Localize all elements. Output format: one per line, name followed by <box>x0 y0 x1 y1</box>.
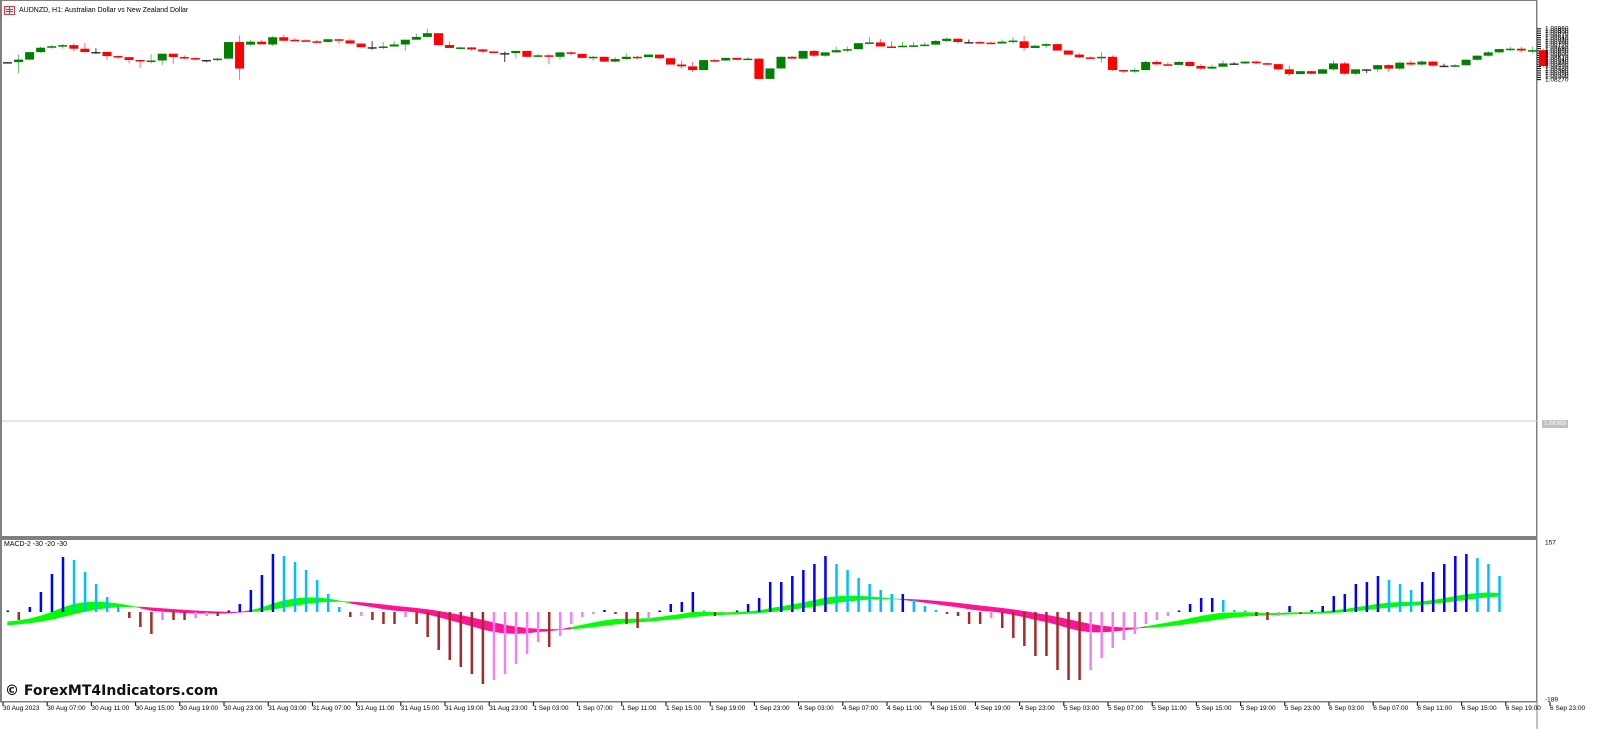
time-tick-label: 6 Sep 23:00 <box>1550 705 1586 712</box>
price-tick-label: 1.08450 <box>1545 62 1569 70</box>
time-tick-label: 1 Sep 07:00 <box>577 705 613 712</box>
price-tick-label: 1.08300 <box>1545 73 1569 81</box>
time-tick-label: 6 Sep 07:00 <box>1373 705 1409 712</box>
time-tick-label: 4 Sep 11:00 <box>887 705 922 712</box>
price-tick-label: 1.08360 <box>1545 69 1569 77</box>
time-tick-label: 31 Aug 15:00 <box>400 705 440 712</box>
chart-title-text: AUDNZD, H1: Australian Dollar vs New Zea… <box>19 6 189 14</box>
price-tick-label: 1.08930 <box>1545 27 1569 35</box>
price-tick-label: 1.08270 <box>1545 76 1569 84</box>
price-tick-label: 1.08660 <box>1545 47 1569 55</box>
price-tick-label: 1.08540 <box>1545 56 1569 64</box>
time-tick-label: 5 Sep 19:00 <box>1240 705 1276 712</box>
time-tick-label: 1 Sep 23:00 <box>754 705 790 712</box>
time-tick-label: 31 Aug 23:00 <box>489 705 528 712</box>
time-tick-label: 31 Aug 07:00 <box>312 705 351 712</box>
time-tick-label: 31 Aug 11:00 <box>356 705 395 712</box>
chart-window-icon <box>4 5 15 15</box>
price-tick-label: 1.08900 <box>1545 29 1569 37</box>
time-tick-label: 6 Sep 15:00 <box>1461 705 1497 712</box>
time-tick-label: 4 Sep 07:00 <box>842 705 878 712</box>
time-tick-label: 31 Aug 03:00 <box>268 705 307 712</box>
time-tick-label: 1 Sep 19:00 <box>710 705 746 712</box>
price-tick-label: 1.08420 <box>1545 65 1569 73</box>
time-tick-label: 30 Aug 23:00 <box>224 705 263 712</box>
price-tick-label: 1.08960 <box>1545 25 1569 33</box>
time-tick-label: 30 Aug 19:00 <box>179 705 219 712</box>
time-tick-label: 1 Sep 03:00 <box>533 705 569 712</box>
price-tick-label: 1.08810 <box>1545 36 1569 44</box>
price-tick-label: 1.08840 <box>1545 34 1569 42</box>
time-tick-label: 4 Sep 03:00 <box>798 705 834 712</box>
price-tick-label: 1.08720 <box>1545 42 1569 50</box>
watermark: © ForexMT4Indicators.com <box>5 683 219 699</box>
time-tick-label: 5 Sep 15:00 <box>1196 705 1232 712</box>
price-tick-label: 1.08600 <box>1545 51 1569 59</box>
price-tick-label: 1.08630 <box>1545 49 1569 57</box>
time-tick-label: 6 Sep 03:00 <box>1329 705 1365 712</box>
macd-scale-top: 157 <box>1545 539 1556 547</box>
time-tick-label: 31 Aug 19:00 <box>445 705 484 712</box>
price-tick-label: 1.08480 <box>1545 60 1569 68</box>
time-tick-label: 30 Aug 11:00 <box>91 705 130 712</box>
time-tick-label: 6 Sep 19:00 <box>1505 705 1541 712</box>
price-tick-label: 1.08390 <box>1545 67 1569 75</box>
time-tick-label: 30 Aug 15:00 <box>135 705 174 712</box>
chart-title: AUDNZD, H1: Australian Dollar vs New Zea… <box>4 3 188 17</box>
time-tick-label: 4 Sep 23:00 <box>1019 705 1055 712</box>
time-tick-label: 30 Aug 2023 <box>3 705 40 712</box>
time-tick-label: 5 Sep 07:00 <box>1108 705 1144 712</box>
current-price-marker: 1.08399 <box>1542 420 1568 428</box>
time-tick-label: 1 Sep 15:00 <box>666 705 702 712</box>
macd-scale-bottom: -189 <box>1545 696 1559 704</box>
price-tick-label: 1.08780 <box>1545 38 1569 46</box>
time-tick-label: 1 Sep 11:00 <box>621 705 657 712</box>
price-tick-label: 1.08330 <box>1545 71 1569 79</box>
price-tick-label: 1.08570 <box>1545 54 1569 62</box>
time-tick-label: 30 Aug 07:00 <box>47 705 86 712</box>
price-tick-label: 1.08510 <box>1545 58 1569 66</box>
price-tick-label: 1.08750 <box>1545 40 1569 48</box>
time-tick-label: 4 Sep 15:00 <box>931 705 967 712</box>
macd-indicator-label: MACD-2 -30 -20 -30 <box>4 541 68 548</box>
price-tick-label: 1.08690 <box>1545 45 1569 53</box>
time-tick-label: 4 Sep 19:00 <box>975 705 1011 712</box>
time-tick-label: 5 Sep 11:00 <box>1152 705 1187 712</box>
time-tick-label: 5 Sep 03:00 <box>1063 705 1099 712</box>
time-tick-label: 6 Sep 11:00 <box>1417 705 1452 712</box>
price-tick-label: 1.08870 <box>1545 31 1569 39</box>
time-tick-label: 5 Sep 23:00 <box>1284 705 1320 712</box>
